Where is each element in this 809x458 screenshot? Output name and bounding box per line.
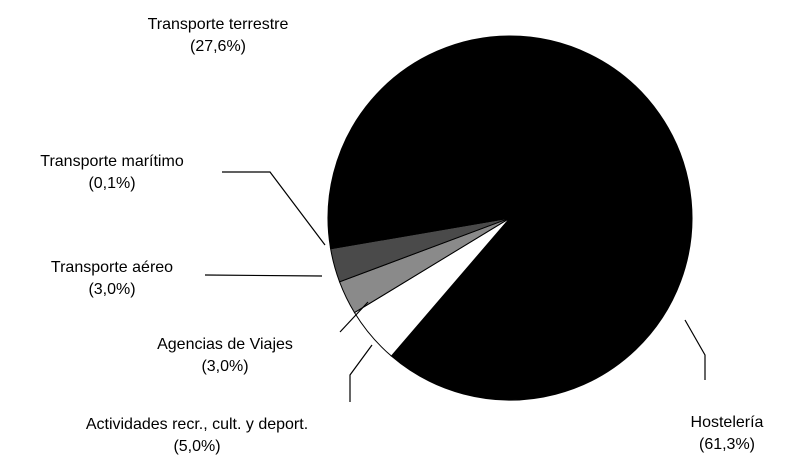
- slice-value-label: (3,0%): [88, 281, 135, 298]
- slice-value-label: (61,3%): [699, 436, 755, 453]
- leader-line: [222, 171, 326, 246]
- leader-line: [684, 319, 706, 380]
- slice-label: Transporte aéreo: [51, 259, 173, 276]
- pie-slice: [327, 35, 511, 249]
- leader-line: [204, 274, 323, 277]
- slice-value-label: (3,0%): [201, 358, 248, 375]
- slice-label: Transporte marítimo: [40, 153, 184, 170]
- leader-line: [339, 301, 369, 333]
- slice-label: Agencias de Viajes: [157, 336, 293, 353]
- slice-label: Actividades recr., cult. y deport.: [86, 416, 308, 433]
- pie-slice: [390, 35, 693, 401]
- slice-value-label: (5,0%): [173, 438, 220, 455]
- slice-label: Hostelería: [691, 414, 764, 431]
- leader-line: [349, 344, 373, 402]
- leader-lines: [204, 167, 706, 402]
- pie: [327, 35, 693, 401]
- leader-line: [342, 167, 371, 196]
- slice-label: Transporte terrestre: [148, 16, 289, 33]
- slice-value-label: (0,1%): [88, 175, 135, 192]
- slice-value-label: (27,6%): [190, 38, 246, 55]
